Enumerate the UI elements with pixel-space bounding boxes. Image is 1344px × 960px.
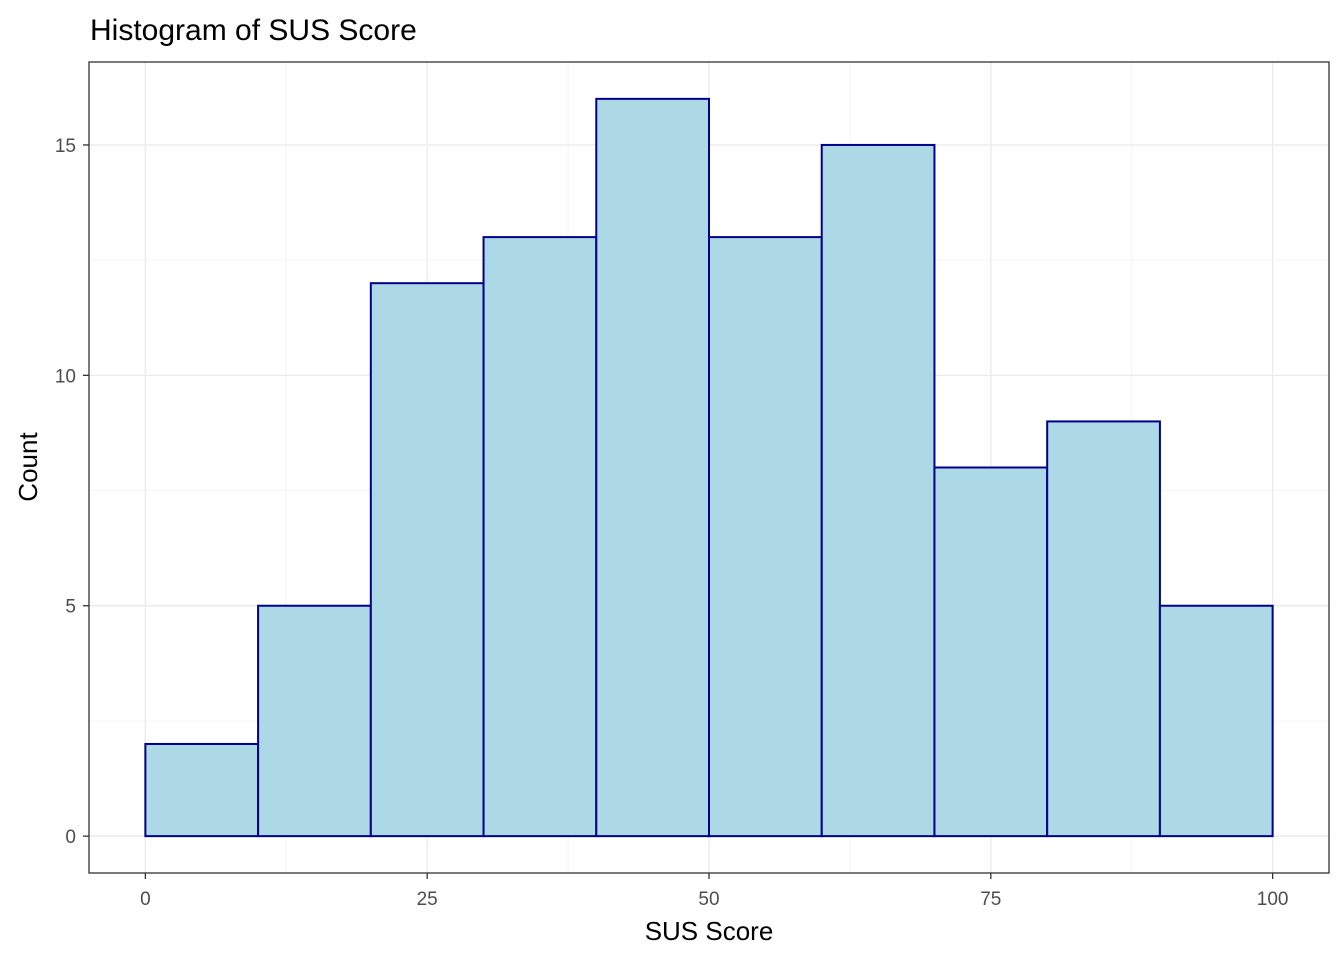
histogram-bar-8 xyxy=(933,466,1049,838)
x-tick-label: 75 xyxy=(980,889,1001,910)
x-axis-title: SUS Score xyxy=(645,916,774,946)
histogram-bar-10 xyxy=(1158,604,1274,838)
histogram-bar-2 xyxy=(257,604,372,838)
y-tick-label: 0 xyxy=(65,827,76,848)
y-tick-label: 15 xyxy=(55,136,76,157)
axes-layer: 0 25 50 75 100 0 5 10 15 xyxy=(55,136,1289,910)
histogram-bar-9 xyxy=(1046,420,1161,838)
histogram-bar-6 xyxy=(708,236,823,838)
chart-title: Histogram of SUS Score xyxy=(90,14,417,47)
x-tick-label: 100 xyxy=(1257,889,1289,910)
y-axis-title: Count xyxy=(13,432,43,502)
histogram-bar-3 xyxy=(369,282,485,838)
histogram-bar-5 xyxy=(595,97,710,838)
histogram-bar-4 xyxy=(482,236,598,838)
y-tick-label: 5 xyxy=(65,597,76,618)
histogram-bar-7 xyxy=(820,143,936,838)
x-tick-label: 0 xyxy=(140,889,151,910)
y-tick-label: 10 xyxy=(55,366,76,387)
x-tick-label: 25 xyxy=(417,889,438,910)
x-tick-label: 50 xyxy=(698,889,719,910)
bars-layer xyxy=(144,97,1274,838)
histogram-bar-1 xyxy=(144,742,260,838)
